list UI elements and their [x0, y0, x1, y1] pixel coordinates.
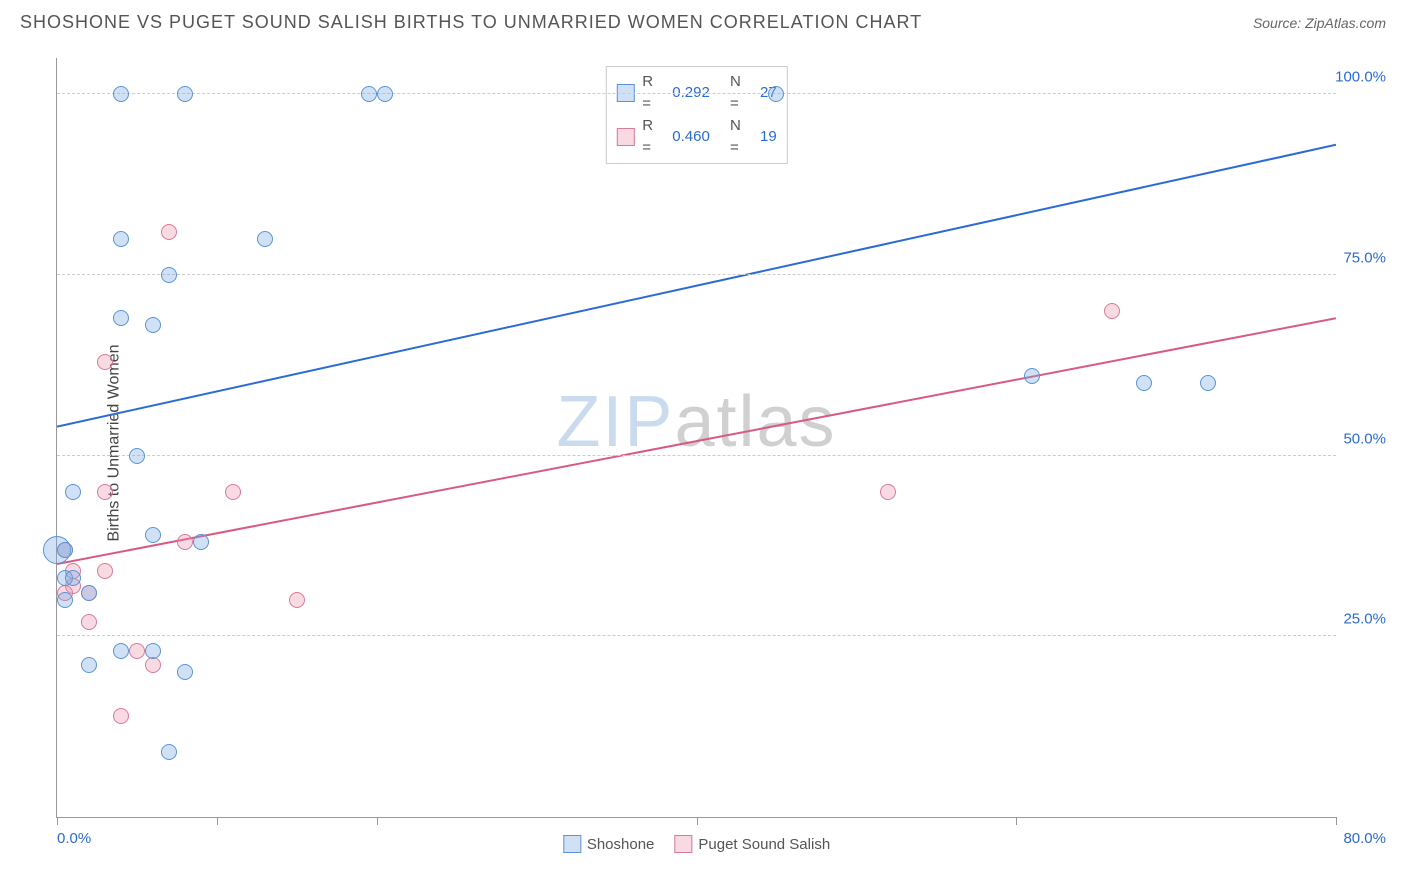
point-salish — [81, 614, 97, 630]
point-shoshone — [1024, 368, 1040, 384]
legend-label-shoshone: Shoshone — [587, 836, 655, 853]
point-shoshone — [113, 86, 129, 102]
gridline — [57, 274, 1336, 275]
y-tick-label: 100.0% — [1335, 69, 1386, 86]
point-salish — [97, 484, 113, 500]
point-shoshone — [1136, 375, 1152, 391]
watermark: ZIPatlas — [556, 381, 836, 463]
point-shoshone — [65, 570, 81, 586]
point-shoshone — [113, 310, 129, 326]
point-salish — [97, 354, 113, 370]
point-shoshone — [145, 317, 161, 333]
point-salish — [177, 534, 193, 550]
legend-correlation: R = 0.292 N = 27 R = 0.460 N = 19 — [605, 66, 787, 164]
point-salish — [1104, 303, 1120, 319]
x-tick — [377, 817, 378, 825]
x-tick-label: 80.0% — [1343, 830, 1386, 847]
point-shoshone — [177, 664, 193, 680]
chart-area: Births to Unmarried Women ZIPatlas R = 0… — [46, 48, 1386, 838]
y-tick-label: 75.0% — [1343, 249, 1386, 266]
point-shoshone — [193, 534, 209, 550]
swatch-salish-icon — [674, 835, 692, 853]
x-tick — [1016, 817, 1017, 825]
point-shoshone — [361, 86, 377, 102]
chart-title: SHOSHONE VS PUGET SOUND SALISH BIRTHS TO… — [20, 12, 922, 33]
point-shoshone — [161, 744, 177, 760]
legend-series: Shoshone Puget Sound Salish — [563, 835, 830, 853]
point-salish — [113, 708, 129, 724]
source-label: Source: ZipAtlas.com — [1253, 15, 1386, 31]
y-tick-label: 25.0% — [1343, 611, 1386, 628]
legend-label-salish: Puget Sound Salish — [698, 836, 830, 853]
x-tick-label: 0.0% — [57, 830, 91, 847]
point-shoshone — [57, 542, 73, 558]
point-shoshone — [57, 592, 73, 608]
point-shoshone — [161, 267, 177, 283]
point-shoshone — [145, 643, 161, 659]
point-salish — [145, 657, 161, 673]
point-salish — [161, 224, 177, 240]
legend-item-salish: Puget Sound Salish — [674, 835, 830, 853]
legend-row-salish: R = 0.460 N = 19 — [616, 115, 776, 159]
trend-lines — [57, 58, 1336, 817]
point-shoshone — [65, 484, 81, 500]
swatch-salish — [616, 128, 634, 146]
point-shoshone — [145, 527, 161, 543]
y-tick-label: 50.0% — [1343, 430, 1386, 447]
point-shoshone — [177, 86, 193, 102]
point-salish — [97, 563, 113, 579]
swatch-shoshone-icon — [563, 835, 581, 853]
gridline — [57, 93, 1336, 94]
gridline — [57, 455, 1336, 456]
point-salish — [225, 484, 241, 500]
point-salish — [129, 643, 145, 659]
x-tick — [697, 817, 698, 825]
point-shoshone — [129, 448, 145, 464]
legend-item-shoshone: Shoshone — [563, 835, 655, 853]
point-shoshone — [1200, 375, 1216, 391]
plot-region: ZIPatlas R = 0.292 N = 27 R = 0.460 N = … — [56, 58, 1336, 818]
point-salish — [289, 592, 305, 608]
point-shoshone — [81, 585, 97, 601]
x-tick — [57, 817, 58, 825]
point-shoshone — [377, 86, 393, 102]
point-shoshone — [113, 643, 129, 659]
point-shoshone — [81, 657, 97, 673]
x-tick — [1336, 817, 1337, 825]
point-shoshone — [257, 231, 273, 247]
x-tick — [217, 817, 218, 825]
point-shoshone — [768, 86, 784, 102]
gridline — [57, 635, 1336, 636]
point-shoshone — [113, 231, 129, 247]
point-salish — [880, 484, 896, 500]
